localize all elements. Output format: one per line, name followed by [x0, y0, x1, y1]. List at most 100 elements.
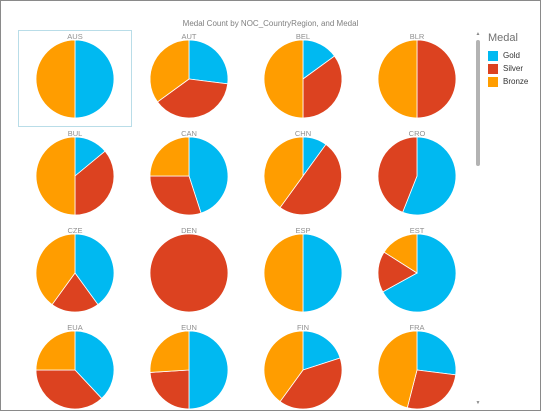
pie-chart: [263, 136, 342, 216]
pie-label: FRA: [409, 323, 425, 332]
pie-cell-den[interactable]: DEN: [132, 223, 246, 320]
legend-item-silver[interactable]: Silver: [488, 62, 528, 75]
pie-slice-silver[interactable]: [279, 143, 342, 216]
pie-slice-gold[interactable]: [188, 39, 229, 85]
pie-slice-gold[interactable]: [382, 233, 457, 313]
pie-cell-est[interactable]: EST: [360, 223, 474, 320]
pie-slice-gold[interactable]: [74, 233, 115, 306]
pie-cell-aut[interactable]: AUT: [132, 29, 246, 126]
pie-label: BLR: [409, 32, 425, 41]
scroll-thumb[interactable]: [476, 40, 480, 166]
pie-chart: [377, 39, 457, 119]
pie-slice-silver[interactable]: [302, 55, 343, 119]
pie-chart: [149, 39, 229, 119]
pie-label: FIN: [296, 323, 310, 332]
pie-chart: [35, 330, 115, 410]
pie-chart: [35, 39, 115, 119]
legend-item-bronze[interactable]: Bronze: [488, 75, 528, 88]
pie-slice-bronze[interactable]: [149, 39, 190, 103]
pie-slice-bronze[interactable]: [35, 233, 76, 306]
pie-chart: [377, 233, 457, 313]
chart-title: Medal Count by NOC_CountryRegion, and Me…: [182, 19, 359, 28]
legend-swatch-bronze: [488, 76, 498, 87]
pie-label: EST: [409, 226, 425, 235]
pie-cell-fin[interactable]: FIN: [246, 320, 360, 411]
pie-cell-bel[interactable]: BEL: [246, 29, 360, 126]
pie-slice-gold[interactable]: [74, 39, 115, 119]
pie-slice-silver[interactable]: [35, 369, 103, 410]
pie-label: ESP: [295, 226, 311, 235]
legend-swatch-gold: [488, 50, 498, 61]
pie-chart: [149, 330, 229, 410]
pie-slice-bronze[interactable]: [35, 330, 76, 371]
pie-cell-esp[interactable]: ESP: [246, 223, 360, 320]
pie-label: EUA: [67, 323, 83, 332]
legend-label: Silver: [503, 64, 524, 73]
pie-cell-eun[interactable]: EUN: [132, 320, 246, 411]
pie-chart: [149, 233, 229, 313]
pie-slice-bronze[interactable]: [263, 330, 304, 403]
pie-slice-gold[interactable]: [302, 233, 343, 313]
pie-cell-cro[interactable]: CRO: [360, 126, 474, 223]
pie-label: BUL: [67, 129, 83, 138]
legend-item-gold[interactable]: Gold: [488, 49, 528, 62]
pie-slice-bronze[interactable]: [149, 136, 190, 177]
pie-chart: [377, 136, 457, 216]
pie-chart: [149, 136, 229, 216]
pie-slice-silver[interactable]: [406, 369, 457, 410]
pie-slice-bronze[interactable]: [377, 39, 418, 119]
pie-slice-gold[interactable]: [416, 330, 457, 376]
vertical-scrollbar[interactable]: ▲ ▼: [475, 31, 481, 406]
pie-chart: [263, 233, 343, 313]
pie-slice-silver[interactable]: [416, 39, 457, 119]
pie-slice-gold[interactable]: [74, 330, 115, 399]
pie-chart: [35, 233, 115, 313]
pie-label: CAN: [181, 129, 197, 138]
pie-slice-bronze[interactable]: [149, 330, 190, 373]
pie-slice-gold[interactable]: [302, 330, 341, 371]
pie-slice-bronze[interactable]: [35, 39, 76, 119]
pie-chart: [377, 330, 457, 410]
pie-chart: [263, 39, 343, 119]
pie-slice-bronze[interactable]: [377, 330, 418, 409]
pie-slice-gold[interactable]: [188, 330, 229, 410]
legend-label: Gold: [503, 51, 520, 60]
pie-slice-silver[interactable]: [149, 233, 229, 313]
pie-slice-bronze[interactable]: [383, 233, 418, 274]
pie-label: CHN: [294, 129, 312, 138]
pie-slice-silver[interactable]: [279, 357, 343, 410]
pie-cell-eua[interactable]: EUA: [18, 320, 132, 411]
pie-label: CRO: [408, 129, 426, 138]
pie-slice-silver[interactable]: [149, 175, 202, 216]
pie-cell-chn[interactable]: CHN: [246, 126, 360, 223]
pie-cell-aus[interactable]: AUS: [18, 29, 132, 127]
pie-grid: AUS AUT BEL BLR BUL CAN CHN CRO CZE DEN ESP EST EUA E…: [18, 29, 474, 411]
pie-slice-gold[interactable]: [402, 136, 457, 216]
pie-slice-bronze[interactable]: [263, 136, 304, 209]
pie-cell-blr[interactable]: BLR: [360, 29, 474, 126]
pie-label: DEN: [181, 226, 197, 235]
pie-slice-silver[interactable]: [156, 78, 229, 119]
legend: Medal Gold Silver Bronze: [488, 32, 528, 88]
pie-slice-silver[interactable]: [74, 150, 115, 216]
pie-slice-gold[interactable]: [188, 136, 229, 214]
pie-chart: [263, 330, 343, 410]
pie-cell-cze[interactable]: CZE: [18, 223, 132, 320]
legend-swatch-silver: [488, 63, 498, 74]
scroll-up-arrow-icon[interactable]: ▲: [475, 31, 481, 37]
pie-cell-bul[interactable]: BUL: [18, 126, 132, 223]
pie-label: BEL: [295, 32, 311, 41]
selection-outline: [18, 30, 132, 127]
pie-slice-silver[interactable]: [149, 369, 190, 410]
pie-slice-silver[interactable]: [377, 251, 418, 293]
pie-slice-bronze[interactable]: [35, 136, 76, 216]
pie-label: CZE: [67, 226, 83, 235]
pie-label: AUT: [181, 32, 197, 41]
pie-slice-silver[interactable]: [51, 272, 99, 313]
pie-cell-fra[interactable]: FRA: [360, 320, 474, 411]
pie-slice-bronze[interactable]: [263, 233, 304, 313]
pie-slice-silver[interactable]: [377, 136, 418, 213]
pie-cell-can[interactable]: CAN: [132, 126, 246, 223]
pie-slice-bronze[interactable]: [263, 39, 304, 119]
scroll-down-arrow-icon[interactable]: ▼: [475, 400, 481, 406]
